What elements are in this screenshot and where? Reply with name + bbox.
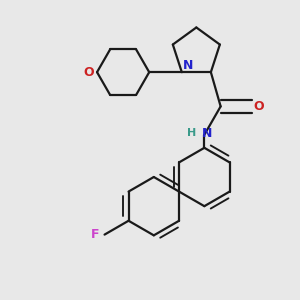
Text: N: N	[202, 127, 212, 140]
Text: O: O	[83, 66, 94, 79]
Text: H: H	[187, 128, 196, 138]
Text: O: O	[254, 100, 265, 113]
Text: F: F	[91, 228, 99, 241]
Text: N: N	[183, 59, 193, 73]
